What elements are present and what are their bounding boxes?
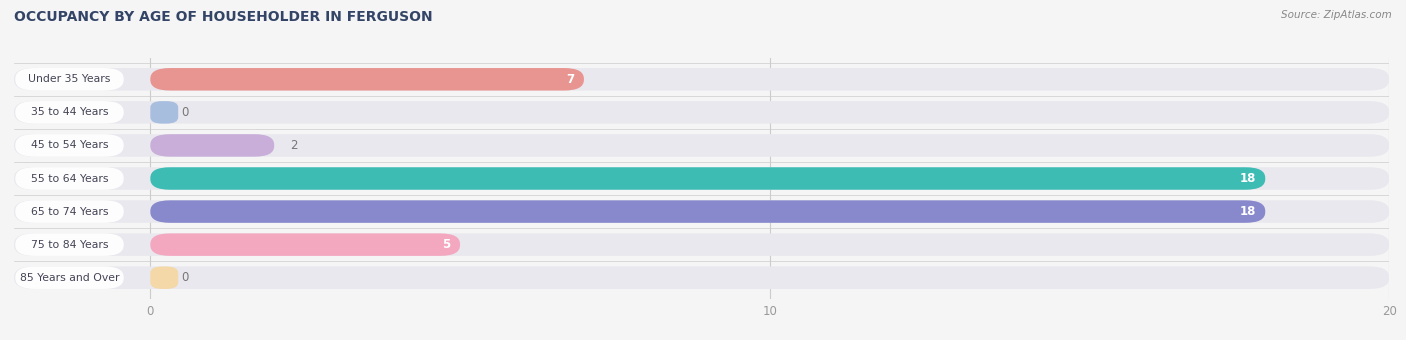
- FancyBboxPatch shape: [150, 267, 179, 289]
- FancyBboxPatch shape: [14, 233, 1389, 256]
- Text: 55 to 64 Years: 55 to 64 Years: [31, 173, 108, 184]
- FancyBboxPatch shape: [15, 167, 124, 190]
- FancyBboxPatch shape: [150, 68, 583, 90]
- Text: 35 to 44 Years: 35 to 44 Years: [31, 107, 108, 117]
- FancyBboxPatch shape: [14, 68, 1389, 90]
- FancyBboxPatch shape: [15, 200, 124, 223]
- Text: OCCUPANCY BY AGE OF HOUSEHOLDER IN FERGUSON: OCCUPANCY BY AGE OF HOUSEHOLDER IN FERGU…: [14, 10, 433, 24]
- FancyBboxPatch shape: [150, 167, 1265, 190]
- FancyBboxPatch shape: [15, 267, 124, 289]
- FancyBboxPatch shape: [15, 101, 124, 124]
- FancyBboxPatch shape: [14, 101, 1389, 124]
- FancyBboxPatch shape: [150, 200, 1265, 223]
- FancyBboxPatch shape: [150, 233, 460, 256]
- FancyBboxPatch shape: [14, 167, 1389, 190]
- FancyBboxPatch shape: [150, 101, 179, 124]
- Text: 0: 0: [181, 271, 188, 284]
- FancyBboxPatch shape: [15, 134, 124, 157]
- Text: 18: 18: [1240, 205, 1256, 218]
- Text: Under 35 Years: Under 35 Years: [28, 74, 111, 84]
- Text: 65 to 74 Years: 65 to 74 Years: [31, 207, 108, 217]
- FancyBboxPatch shape: [15, 68, 124, 90]
- FancyBboxPatch shape: [150, 134, 274, 157]
- FancyBboxPatch shape: [14, 267, 1389, 289]
- FancyBboxPatch shape: [15, 233, 124, 256]
- Text: 5: 5: [443, 238, 451, 251]
- FancyBboxPatch shape: [14, 200, 1389, 223]
- FancyBboxPatch shape: [14, 134, 1389, 157]
- Text: 0: 0: [181, 106, 188, 119]
- Text: 75 to 84 Years: 75 to 84 Years: [31, 240, 108, 250]
- Text: Source: ZipAtlas.com: Source: ZipAtlas.com: [1281, 10, 1392, 20]
- Text: 85 Years and Over: 85 Years and Over: [20, 273, 120, 283]
- Text: 2: 2: [290, 139, 297, 152]
- Text: 7: 7: [567, 73, 575, 86]
- Text: 45 to 54 Years: 45 to 54 Years: [31, 140, 108, 150]
- Text: 18: 18: [1240, 172, 1256, 185]
